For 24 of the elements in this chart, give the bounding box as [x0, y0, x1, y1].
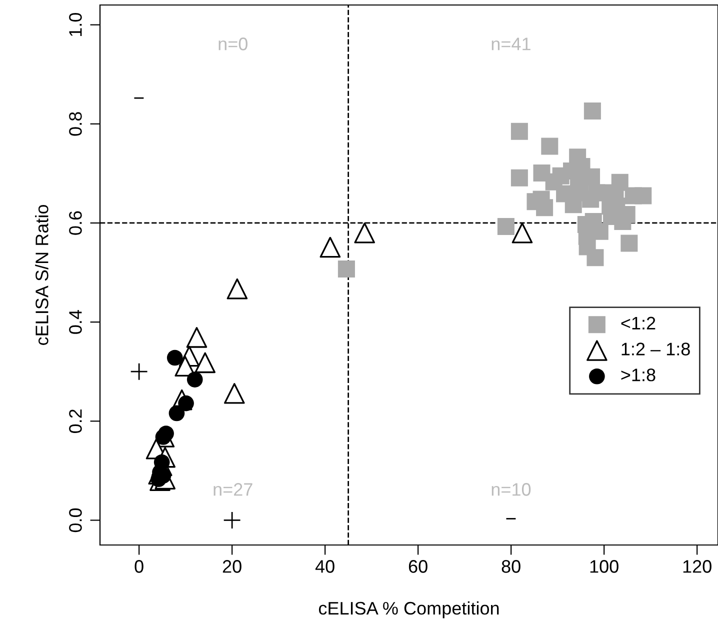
annotation: n=27 [214, 483, 252, 496]
y-tick-label: 0.8 [69, 112, 82, 136]
y-tick-label: 0.0 [69, 508, 82, 532]
y-axis-title: cELISA S/N Ratio [35, 205, 48, 345]
y-tick-label: 0.2 [69, 410, 82, 433]
x-tick-label: 80 [502, 560, 520, 573]
legend-label: >1:8 [621, 368, 656, 382]
x-axis-title: cELISA % Competition [318, 601, 499, 618]
x-tick-label: 40 [315, 560, 334, 573]
x-tick-label: 60 [408, 560, 428, 573]
legend-label: 1:2 – 1:8 [622, 342, 690, 356]
annotation: n=0 [218, 38, 248, 50]
annotation: − [134, 97, 144, 99]
y-tick-label: 1.0 [69, 12, 82, 36]
annotation: n=41 [492, 38, 530, 50]
annotation: − [506, 518, 516, 520]
x-tick-label: 0 [134, 560, 144, 573]
y-tick-label: 0.4 [69, 310, 82, 334]
y-tick-label: 0.6 [69, 211, 82, 235]
x-tick-label: 20 [222, 560, 242, 573]
x-tick-label: 100 [590, 560, 618, 573]
x-tick-label: 120 [683, 560, 712, 573]
legend-label: <1:2 [621, 316, 656, 330]
annotation: n=10 [492, 483, 531, 496]
